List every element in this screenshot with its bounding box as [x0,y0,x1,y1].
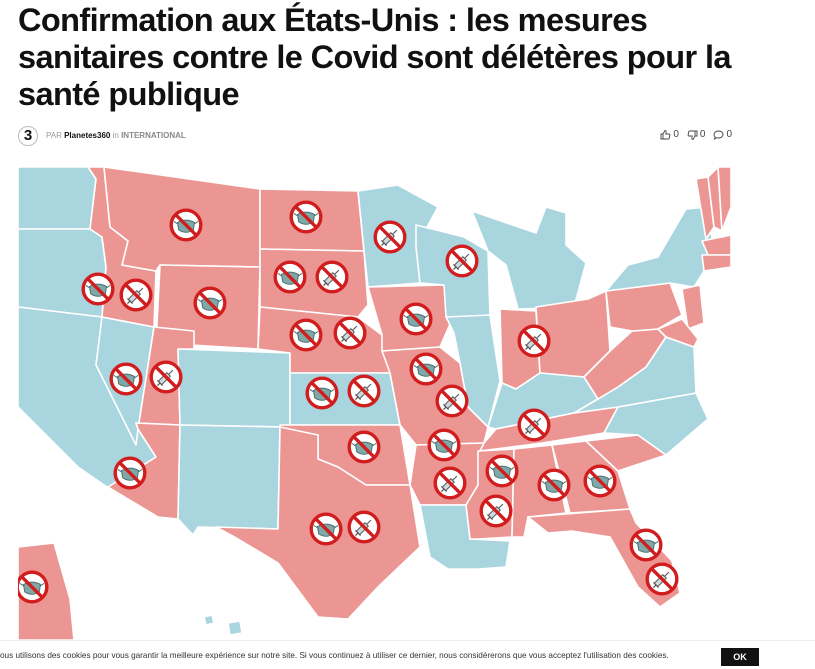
no-mask-sign-icon [109,362,143,396]
byline-in: in [112,131,119,140]
state-maine [717,167,731,232]
cookie-ok-button[interactable]: OK [721,648,759,666]
state-washington [18,167,97,230]
state-colorado [177,348,291,428]
no-mask-sign-icon [193,286,227,320]
state-new-jersey [681,284,705,330]
state-kansas [289,372,401,426]
author-link[interactable]: Planetes360 [64,131,111,140]
byline: PAR Planetes360 in INTERNATIONAL [46,131,186,140]
comments-link[interactable]: 0 [713,129,732,140]
state-new-mexico [177,424,281,536]
no-mask-sign-icon [81,272,115,306]
no-vaccine-sign-icon [119,278,153,312]
no-mask-sign-icon [583,464,617,498]
like-count: 0 [673,129,679,140]
no-vaccine-sign-icon [517,324,551,358]
no-vaccine-sign-icon [347,374,381,408]
article-title: Confirmation aux États-Unis : les mesure… [18,2,732,112]
state-hawaii-2 [227,620,243,636]
state-hawaii-1 [203,614,215,626]
no-mask-sign-icon [485,454,519,488]
no-mask-sign-icon [169,208,203,242]
no-vaccine-sign-icon [479,494,513,528]
dislike-button[interactable]: 0 [687,129,706,140]
no-mask-sign-icon [305,376,339,410]
no-mask-sign-icon [309,512,343,546]
no-vaccine-sign-icon [517,408,551,442]
no-vaccine-sign-icon [347,510,381,544]
state-illinois [445,314,501,428]
no-vaccine-sign-icon [435,384,469,418]
article-stats: 0 0 0 [660,129,732,140]
featured-image [18,167,731,640]
no-vaccine-sign-icon [333,316,367,350]
no-vaccine-sign-icon [433,466,467,500]
no-mask-sign-icon [289,318,323,352]
us-states-map [18,167,731,640]
like-button[interactable]: 0 [660,129,679,140]
site-logo[interactable]: 3 [18,126,38,146]
thumbs-down-icon [687,130,698,140]
comment-icon [713,130,724,140]
no-vaccine-sign-icon [645,562,679,596]
no-mask-sign-icon [113,456,147,490]
state-michigan [471,206,587,310]
state-connecticut [701,254,731,272]
no-mask-sign-icon [347,430,381,464]
no-vaccine-sign-icon [445,244,479,278]
no-mask-sign-icon [289,200,323,234]
state-massachusetts [701,234,731,256]
no-mask-sign-icon [273,260,307,294]
article-meta: 3 PAR Planetes360 in INTERNATIONAL 0 0 0 [18,126,732,148]
category-link[interactable]: INTERNATIONAL [121,131,186,140]
cookie-text: ous utilisons des cookies pour vous gara… [0,651,669,660]
state-new-york [605,206,715,292]
byline-prefix: PAR [46,131,62,140]
no-mask-sign-icon [427,428,461,462]
comment-count: 0 [726,129,732,140]
no-mask-sign-icon [409,352,443,386]
no-mask-sign-icon [399,302,433,336]
no-vaccine-sign-icon [149,360,183,394]
dislike-count: 0 [699,129,706,140]
no-mask-sign-icon [629,528,663,562]
no-mask-sign-icon [18,570,49,604]
cookie-banner: ous utilisons des cookies pour vous gara… [0,640,815,669]
no-vaccine-sign-icon [373,220,407,254]
no-vaccine-sign-icon [315,260,349,294]
no-mask-sign-icon [537,468,571,502]
thumbs-up-icon [660,129,671,140]
state-maryland [657,318,699,348]
